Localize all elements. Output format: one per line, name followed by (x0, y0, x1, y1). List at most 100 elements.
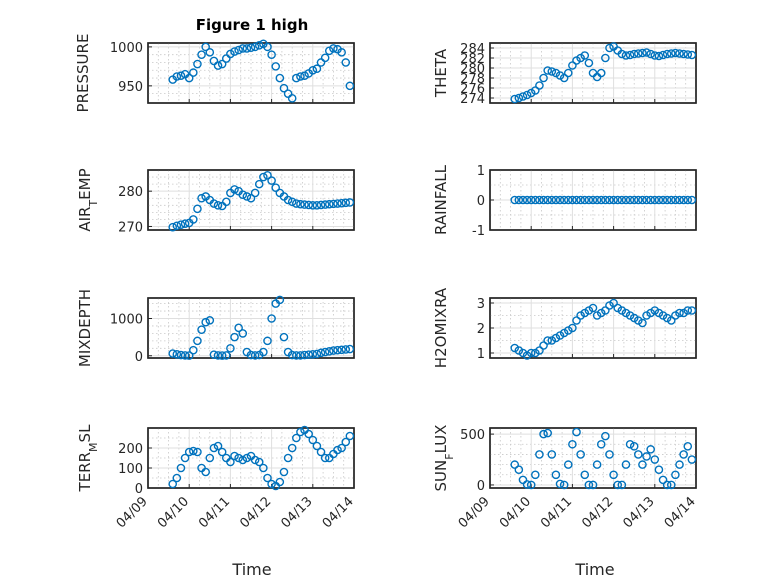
data-point (617, 195, 627, 205)
data-point (176, 71, 186, 81)
data-point (568, 195, 577, 205)
data-point (510, 94, 520, 104)
x-tick-label: 04/13 (279, 494, 316, 531)
data-point (246, 350, 256, 360)
data-point (679, 450, 688, 459)
data-point (180, 219, 190, 228)
data-point (337, 345, 346, 355)
data-point (250, 42, 260, 52)
data-point (250, 455, 260, 465)
data-point (259, 347, 268, 357)
data-point (180, 453, 190, 463)
data-point (250, 351, 260, 360)
data-point (675, 308, 684, 318)
data-point (189, 68, 198, 77)
data-point (650, 195, 660, 205)
plot-frame (147, 169, 355, 231)
data-point (324, 199, 334, 209)
data-point (279, 467, 289, 477)
data-point (609, 195, 618, 205)
plot-frame (147, 427, 355, 489)
data-point (316, 447, 326, 457)
data-point (312, 64, 322, 74)
data-point (287, 197, 297, 207)
data-point (324, 346, 334, 356)
data-point (576, 450, 585, 459)
data-point (687, 455, 697, 464)
data-point (675, 49, 684, 58)
data-point (625, 195, 635, 205)
data-point (646, 445, 655, 454)
data-point (287, 443, 297, 453)
x-tick-label: 04/11 (196, 494, 233, 531)
x-tick-label: 04/13 (621, 494, 658, 531)
data-point (230, 451, 239, 461)
data-point (193, 59, 202, 69)
data-point (601, 431, 610, 441)
data-point (588, 480, 598, 490)
data-point (588, 195, 598, 205)
data-point (168, 479, 178, 489)
data-point (320, 53, 330, 63)
data-point (279, 83, 289, 93)
y-axis-label: H2OMIXRA (432, 287, 450, 368)
data-point (683, 306, 693, 315)
data-point (539, 195, 548, 205)
data-point (572, 316, 581, 325)
data-point (287, 350, 297, 360)
subplot-sun_flux: 0 500 04/09 04/10 04/11 04/12 04/13 04/14 SUNFLU… (432, 425, 699, 532)
x-tick-label: 04/11 (538, 494, 575, 531)
data-point (341, 58, 351, 67)
data-point (629, 195, 639, 205)
data-point (234, 45, 243, 55)
data-point (559, 195, 569, 205)
data-point (596, 195, 606, 205)
y-tick-label: 1 (477, 347, 485, 362)
data-point (201, 467, 210, 477)
data-point (547, 195, 557, 205)
data-point (683, 50, 693, 59)
data-point (531, 470, 540, 480)
data-point (539, 429, 548, 439)
data-point (292, 199, 301, 208)
data-point (242, 453, 252, 463)
y-axis-label: AIRTEMP (76, 168, 100, 231)
data-point (337, 48, 346, 57)
data-point (246, 43, 256, 52)
data-point (333, 199, 342, 208)
y-tick-label: 1 (477, 164, 485, 179)
y-tick-label: -1 (472, 224, 485, 239)
data-point (646, 49, 655, 59)
data-point (601, 306, 610, 315)
y-tick-label: 3 (477, 297, 485, 312)
data-point (337, 443, 346, 453)
data-point (580, 470, 590, 480)
data-point (329, 346, 338, 355)
data-point (316, 348, 326, 358)
data-point (535, 81, 544, 90)
data-point (638, 318, 647, 328)
data-point (292, 73, 301, 83)
data-point (184, 447, 194, 457)
data-point (213, 200, 223, 210)
data-point (584, 58, 594, 68)
y-tick-label: 200 (118, 442, 143, 457)
data-point (287, 94, 297, 103)
data-point (176, 350, 186, 360)
data-point (300, 350, 309, 360)
data-point (650, 51, 660, 60)
data-point (658, 475, 668, 485)
y-axis-label: TERRMSL (76, 424, 100, 493)
data-point (662, 195, 672, 205)
data-point (617, 49, 627, 59)
data-point (333, 345, 342, 355)
y-tick-label: 2 (477, 322, 485, 337)
data-point (184, 351, 194, 360)
y-tick-label: 950 (118, 80, 143, 95)
data-point (568, 323, 577, 333)
data-point (345, 344, 355, 354)
data-point (580, 195, 590, 205)
data-point (629, 442, 639, 451)
y-tick-label: 0 (135, 350, 143, 365)
